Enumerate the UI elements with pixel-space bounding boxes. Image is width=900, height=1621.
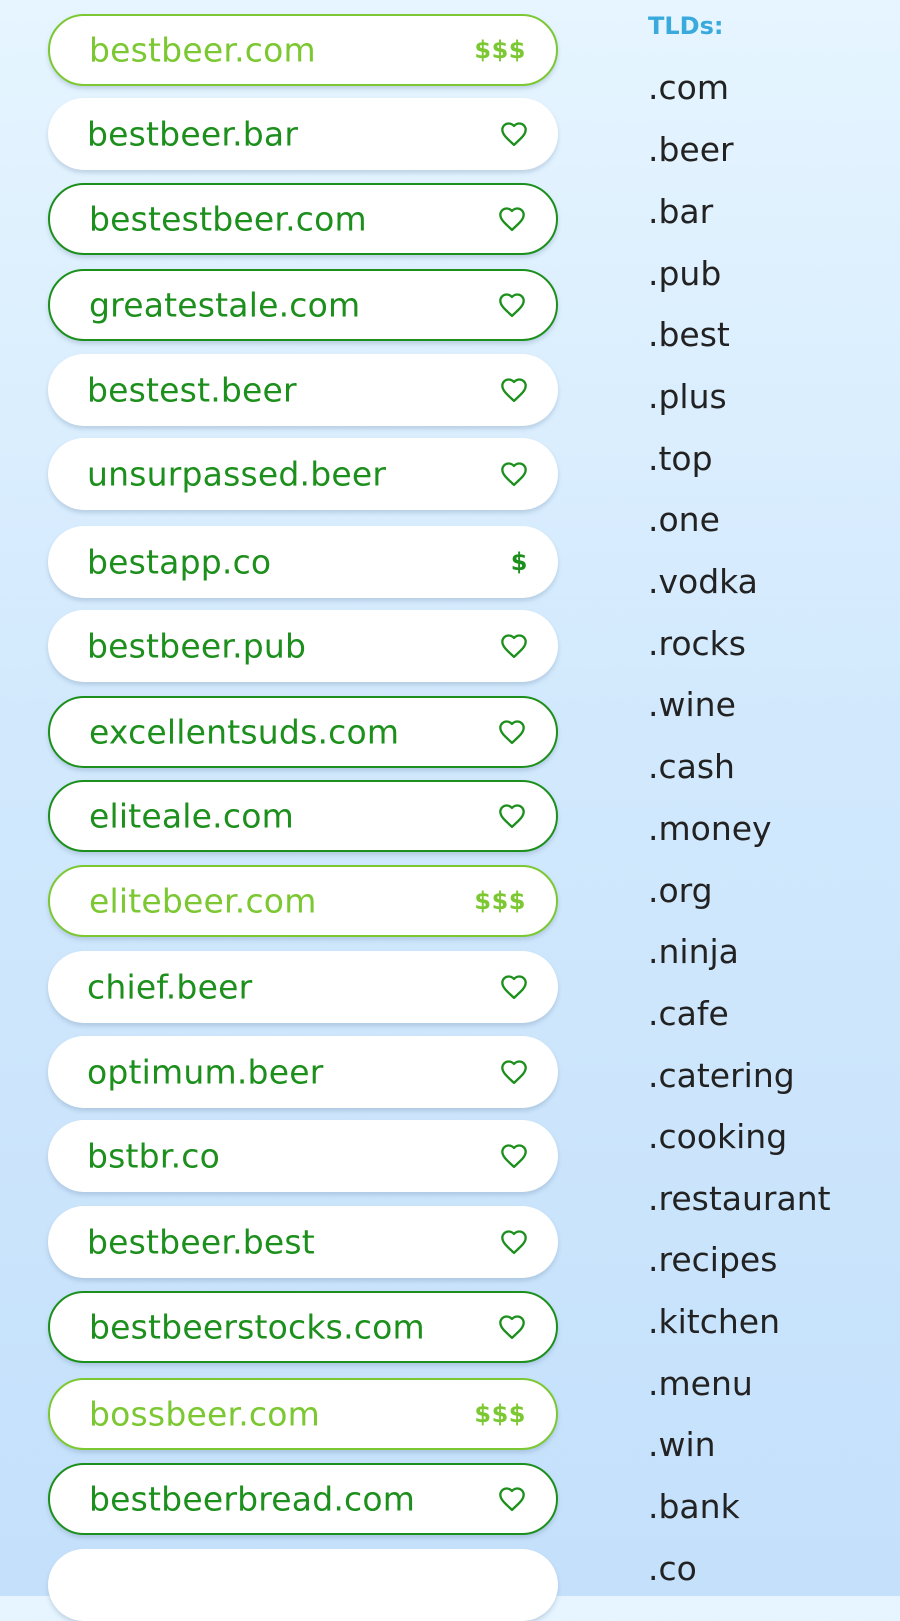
domain-name: bestbeer.bar: [87, 114, 299, 154]
heart-icon: [498, 1486, 526, 1512]
favorite-button[interactable]: [500, 1227, 528, 1257]
price-indicator: $: [511, 547, 528, 577]
heart-icon: [500, 974, 528, 1000]
heart-icon: [498, 803, 526, 829]
domain-name: elitebeer.com: [89, 881, 317, 921]
tld-item-vodka[interactable]: .vodka: [648, 562, 758, 601]
domain-row-bestbeer-bar[interactable]: bestbeer.bar: [48, 98, 558, 170]
heart-icon: [500, 1143, 528, 1169]
domain-name: bestbeer.pub: [87, 626, 307, 666]
tld-item-plus[interactable]: .plus: [648, 377, 727, 416]
heart-icon: [500, 1059, 528, 1085]
domain-row-unsurpassed-beer[interactable]: unsurpassed.beer: [48, 438, 558, 510]
domain-name: bstbr.co: [87, 1136, 220, 1176]
domain-row-bestestbeer-com[interactable]: bestestbeer.com: [48, 183, 558, 255]
heart-icon: [498, 292, 526, 318]
domain-row-bestbeerstocks-com[interactable]: bestbeerstocks.com: [48, 1291, 558, 1363]
domain-row-bestbeer-pub[interactable]: bestbeer.pub: [48, 610, 558, 682]
tld-item-rocks[interactable]: .rocks: [648, 624, 746, 663]
domain-row-optimum-beer[interactable]: optimum.beer: [48, 1036, 558, 1108]
domain-row-bstbr-co[interactable]: bstbr.co: [48, 1120, 558, 1192]
heart-icon: [500, 1229, 528, 1255]
heart-icon: [500, 633, 528, 659]
tld-item-ninja[interactable]: .ninja: [648, 932, 739, 971]
tld-item-wine[interactable]: .wine: [648, 685, 736, 724]
tld-item-recipes[interactable]: .recipes: [648, 1240, 778, 1279]
price-indicator: $$$: [474, 35, 526, 65]
price-badge: $: [510, 548, 528, 576]
favorite-button[interactable]: [498, 290, 526, 320]
price-badge: $$$: [474, 887, 526, 915]
tld-item-top[interactable]: .top: [648, 439, 713, 478]
domain-row-bestbeer-best[interactable]: bestbeer.best: [48, 1206, 558, 1278]
tld-item-catering[interactable]: .catering: [648, 1056, 795, 1095]
domain-row-bestest-beer[interactable]: bestest.beer: [48, 354, 558, 426]
price-indicator: $$$: [474, 1399, 526, 1429]
tld-item-cafe[interactable]: .cafe: [648, 994, 729, 1033]
tld-item-co[interactable]: .co: [648, 1549, 697, 1588]
domain-name: bossbeer.com: [89, 1394, 320, 1434]
domain-name: bestbeerstocks.com: [89, 1307, 425, 1347]
domain-name: unsurpassed.beer: [87, 454, 387, 494]
favorite-button[interactable]: [498, 204, 526, 234]
favorite-button[interactable]: [498, 1484, 526, 1514]
tld-item-com[interactable]: .com: [648, 68, 729, 107]
domain-name: greatestale.com: [89, 285, 361, 325]
favorite-button[interactable]: [498, 1312, 526, 1342]
favorite-button[interactable]: [500, 1057, 528, 1087]
favorite-button[interactable]: [500, 1141, 528, 1171]
tld-item-menu[interactable]: .menu: [648, 1364, 753, 1403]
domain-row-bestbeerbread-com[interactable]: bestbeerbread.com: [48, 1463, 558, 1535]
domain-name: bestbeer.best: [87, 1222, 315, 1262]
domain-row-chief-beer[interactable]: chief.beer: [48, 951, 558, 1023]
favorite-button[interactable]: [500, 119, 528, 149]
domain-name: bestapp.co: [87, 542, 272, 582]
tld-item-money[interactable]: .money: [648, 809, 772, 848]
domain-row-excellentsuds-com[interactable]: excellentsuds.com: [48, 696, 558, 768]
domain-name: chief.beer: [87, 967, 253, 1007]
tld-item-bank[interactable]: .bank: [648, 1487, 740, 1526]
domain-row-partial[interactable]: [48, 1549, 558, 1621]
heart-icon: [500, 377, 528, 403]
tld-item-cash[interactable]: .cash: [648, 747, 735, 786]
price-indicator: $$$: [474, 886, 526, 916]
domain-name: bestestbeer.com: [89, 199, 367, 239]
domain-name: bestbeerbread.com: [89, 1479, 416, 1519]
domain-name: bestest.beer: [87, 370, 297, 410]
tld-item-one[interactable]: .one: [648, 500, 720, 539]
heart-icon: [498, 1314, 526, 1340]
favorite-button[interactable]: [498, 717, 526, 747]
favorite-button[interactable]: [500, 459, 528, 489]
domain-name: bestbeer.com: [89, 30, 316, 70]
domain-name: excellentsuds.com: [89, 712, 400, 752]
heart-icon: [500, 461, 528, 487]
favorite-button[interactable]: [500, 972, 528, 1002]
domain-row-greatestale-com[interactable]: greatestale.com: [48, 269, 558, 341]
domain-row-bestapp-co[interactable]: bestapp.co $: [48, 526, 558, 598]
tld-item-bar[interactable]: .bar: [648, 192, 714, 231]
favorite-button[interactable]: [500, 375, 528, 405]
price-badge: $$$: [474, 1400, 526, 1428]
domain-name: optimum.beer: [87, 1052, 324, 1092]
domain-row-elitebeer-com[interactable]: elitebeer.com $$$: [48, 865, 558, 937]
price-badge: $$$: [474, 36, 526, 64]
favorite-button[interactable]: [500, 631, 528, 661]
tld-item-restaurant[interactable]: .restaurant: [648, 1179, 831, 1218]
domain-row-bossbeer-com[interactable]: bossbeer.com $$$: [48, 1378, 558, 1450]
favorite-button[interactable]: [498, 801, 526, 831]
domain-row-bestbeer-com[interactable]: bestbeer.com $$$: [48, 14, 558, 86]
tld-item-cooking[interactable]: .cooking: [648, 1117, 788, 1156]
heart-icon: [498, 206, 526, 232]
heart-icon: [498, 719, 526, 745]
tld-item-pub[interactable]: .pub: [648, 254, 722, 293]
heart-icon: [500, 121, 528, 147]
domain-name: eliteale.com: [89, 796, 294, 836]
domain-row-eliteale-com[interactable]: eliteale.com: [48, 780, 558, 852]
tld-item-win[interactable]: .win: [648, 1425, 716, 1464]
tld-item-org[interactable]: .org: [648, 871, 713, 910]
tld-heading: TLDs:: [648, 12, 724, 40]
tld-item-beer[interactable]: .beer: [648, 130, 734, 169]
tld-item-best[interactable]: .best: [648, 315, 730, 354]
tld-item-kitchen[interactable]: .kitchen: [648, 1302, 780, 1341]
